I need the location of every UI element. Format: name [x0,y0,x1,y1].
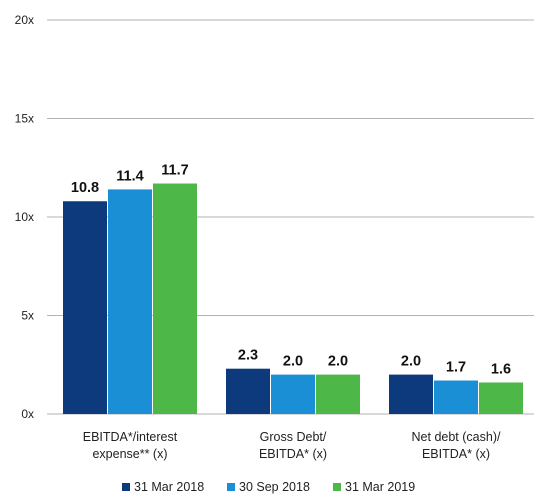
data-label: 10.8 [71,180,99,196]
bar [434,380,478,414]
category-label: EBITDA*/interest [83,430,178,444]
data-label: 11.7 [161,163,188,179]
bars [63,183,523,414]
legend-swatch [227,483,235,491]
category-label: Net debt (cash)/ [412,430,501,444]
legend-item: 31 Mar 2019 [333,480,415,494]
category-labels: EBITDA*/interest expense** (x) Gross Debt/… [83,430,501,461]
legend-label: 31 Mar 2018 [134,480,204,494]
data-label: 2.0 [401,354,421,370]
bar [389,374,433,414]
data-label: 2.3 [238,348,258,364]
category-label: Gross Debt/ [260,430,327,444]
legend-swatch [122,483,130,491]
bar [271,374,315,414]
bar [479,382,523,414]
data-label: 2.0 [328,354,348,370]
data-labels: 10.8 2.3 2.0 11.4 2.0 1.7 11.7 2.0 1.6 [71,163,511,378]
y-tick-label: 15x [15,112,34,126]
data-label: 11.4 [116,168,143,184]
bar [63,201,107,414]
bar [153,183,197,414]
category-label: expense** (x) [92,447,167,461]
y-tick-label: 5x [21,309,34,323]
legend-label: 30 Sep 2018 [239,480,310,494]
bar [108,189,152,414]
y-tick-label: 20x [15,13,34,27]
data-label: 1.7 [446,360,466,376]
legend-swatch [333,483,341,491]
category-label: EBITDA* (x) [259,447,327,461]
y-axis-ticks: 0x 5x 10x 15x 20x [15,13,34,421]
legend-item: 30 Sep 2018 [227,480,310,494]
data-label: 2.0 [283,354,303,370]
legend: 31 Mar 2018 30 Sep 2018 31 Mar 2019 [122,480,415,494]
bar [316,374,360,414]
data-label: 1.6 [491,361,511,377]
legend-label: 31 Mar 2019 [345,480,415,494]
category-label: EBITDA* (x) [422,447,490,461]
y-tick-label: 10x [15,210,34,224]
y-tick-label: 0x [21,407,34,421]
bar [226,368,270,414]
legend-item: 31 Mar 2018 [122,480,204,494]
